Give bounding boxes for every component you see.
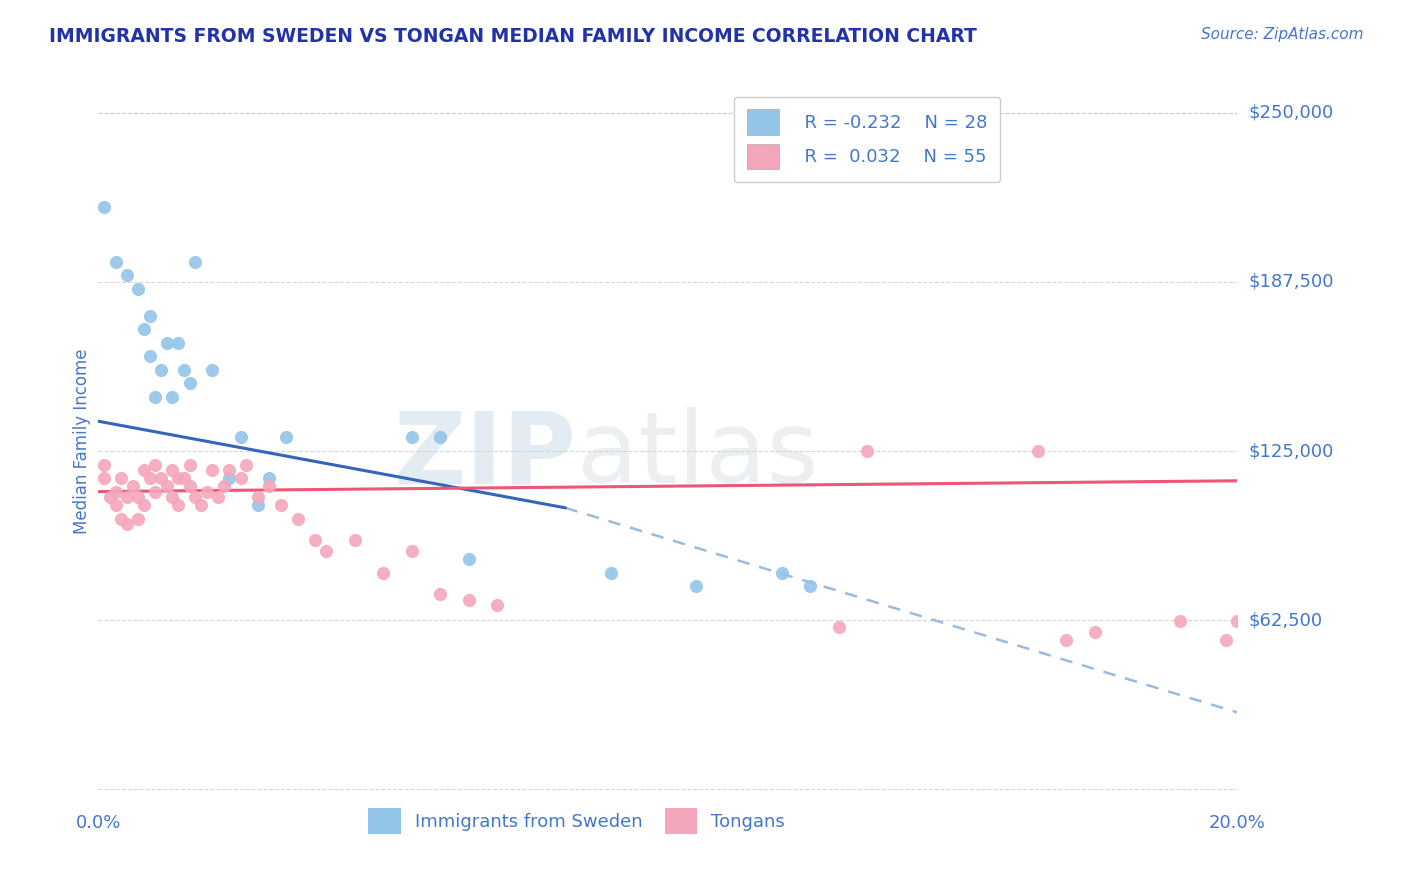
Point	[173, 471, 195, 485]
Point	[259, 471, 281, 485]
Point	[212, 479, 235, 493]
Point	[121, 479, 143, 493]
Point	[218, 471, 240, 485]
Point	[856, 444, 879, 458]
Point	[110, 471, 132, 485]
Point	[93, 458, 115, 472]
Point	[127, 511, 149, 525]
Point	[1084, 625, 1107, 640]
Point	[162, 463, 184, 477]
Point	[179, 479, 201, 493]
Point	[799, 579, 821, 593]
Point	[270, 498, 292, 512]
Point	[110, 511, 132, 525]
Point	[201, 363, 224, 377]
Point	[150, 471, 173, 485]
Point	[315, 544, 337, 558]
Point	[132, 498, 155, 512]
Point	[98, 490, 121, 504]
Point	[343, 533, 366, 548]
Point	[828, 620, 851, 634]
Point	[156, 335, 179, 350]
Point	[115, 268, 138, 282]
Point	[93, 471, 115, 485]
Point	[259, 479, 281, 493]
Text: $187,500: $187,500	[1249, 273, 1334, 291]
Point	[429, 587, 451, 601]
Text: IMMIGRANTS FROM SWEDEN VS TONGAN MEDIAN FAMILY INCOME CORRELATION CHART: IMMIGRANTS FROM SWEDEN VS TONGAN MEDIAN …	[49, 27, 977, 45]
Point	[401, 430, 423, 444]
Text: $250,000: $250,000	[1249, 103, 1334, 121]
Point	[115, 517, 138, 532]
Point	[1215, 633, 1237, 648]
Point	[1056, 633, 1078, 648]
Point	[127, 282, 149, 296]
Point	[246, 498, 269, 512]
Point	[770, 566, 793, 580]
Point	[167, 471, 190, 485]
Point	[1026, 444, 1049, 458]
Point	[229, 471, 252, 485]
Point	[287, 511, 309, 525]
Point	[132, 463, 155, 477]
Point	[401, 544, 423, 558]
Point	[104, 498, 127, 512]
Point	[229, 430, 252, 444]
Point	[145, 458, 167, 472]
Point	[150, 363, 173, 377]
Text: $125,000: $125,000	[1249, 442, 1334, 460]
Point	[235, 458, 257, 472]
Point	[184, 490, 207, 504]
Point	[138, 309, 160, 323]
Text: Source: ZipAtlas.com: Source: ZipAtlas.com	[1201, 27, 1364, 42]
Point	[457, 552, 479, 566]
Point	[179, 376, 201, 391]
Point	[429, 430, 451, 444]
Point	[195, 484, 218, 499]
Point	[1226, 615, 1249, 629]
Legend: Immigrants from Sweden, Tongans: Immigrants from Sweden, Tongans	[357, 797, 796, 845]
Text: atlas: atlas	[576, 408, 818, 505]
Y-axis label: Median Family Income: Median Family Income	[73, 349, 91, 534]
Text: ZIP: ZIP	[394, 408, 576, 505]
Point	[304, 533, 326, 548]
Point	[167, 498, 190, 512]
Point	[201, 463, 224, 477]
Point	[457, 592, 479, 607]
Point	[104, 254, 127, 268]
Point	[115, 490, 138, 504]
Point	[162, 490, 184, 504]
Point	[132, 322, 155, 336]
Point	[138, 349, 160, 363]
Point	[104, 484, 127, 499]
Point	[184, 254, 207, 268]
Point	[93, 201, 115, 215]
Point	[179, 458, 201, 472]
Point	[145, 390, 167, 404]
Point	[486, 599, 509, 613]
Point	[373, 566, 395, 580]
Point	[138, 471, 160, 485]
Text: $62,500: $62,500	[1249, 611, 1323, 629]
Point	[145, 484, 167, 499]
Point	[600, 566, 623, 580]
Point	[162, 390, 184, 404]
Point	[276, 430, 298, 444]
Point	[685, 579, 707, 593]
Point	[127, 490, 149, 504]
Point	[156, 479, 179, 493]
Point	[218, 463, 240, 477]
Point	[1170, 615, 1192, 629]
Point	[173, 363, 195, 377]
Point	[246, 490, 269, 504]
Point	[190, 498, 212, 512]
Point	[167, 335, 190, 350]
Point	[207, 490, 229, 504]
